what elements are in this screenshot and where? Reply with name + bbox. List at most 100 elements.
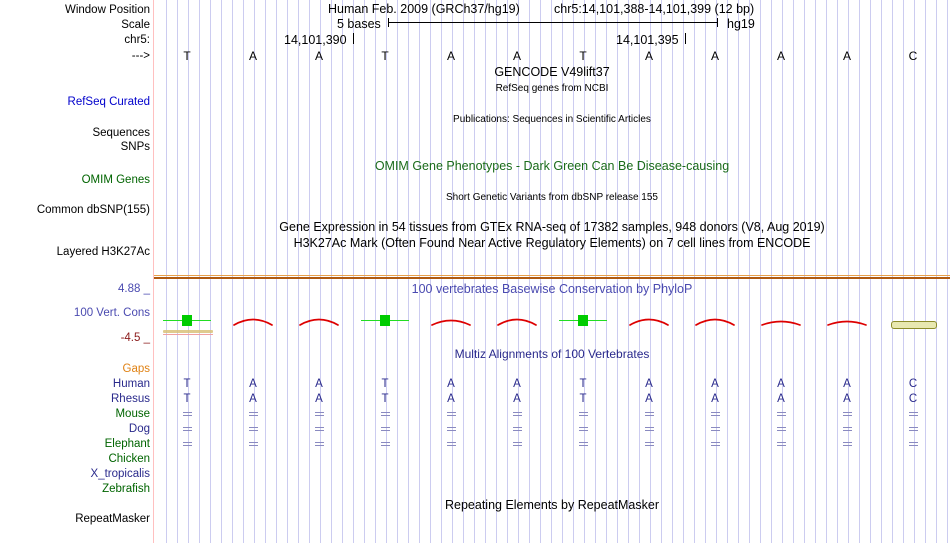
label-scale[interactable]: Scale xyxy=(121,19,150,31)
gridline xyxy=(694,0,695,543)
gridline xyxy=(848,0,849,543)
label-chicken[interactable]: Chicken xyxy=(108,453,150,465)
label-window-position[interactable]: Window Position xyxy=(64,4,150,16)
label-chrom[interactable]: chr5: xyxy=(124,34,150,46)
gridline xyxy=(925,0,926,543)
publications-track-title[interactable]: Publications: Sequences in Scientific Ar… xyxy=(453,114,651,125)
gridline xyxy=(166,0,167,543)
label-layered-h3k27ac[interactable]: Layered H3K27Ac xyxy=(56,246,150,258)
conservation-arc xyxy=(299,318,339,326)
multiz-gap-mark xyxy=(843,427,852,432)
scale-tick-right xyxy=(717,18,718,27)
ruler-base: A xyxy=(644,49,653,63)
label-rhesus[interactable]: Rhesus xyxy=(111,393,150,405)
gtex-track-title[interactable]: Gene Expression in 54 tissues from GTEx … xyxy=(279,220,825,234)
multiz-gap-mark xyxy=(777,442,786,447)
multiz-gap-mark xyxy=(183,442,192,447)
label-conservation-track[interactable]: 100 Vert. Cons xyxy=(73,307,150,319)
label-refseq-curated[interactable]: RefSeq Curated xyxy=(67,96,150,108)
multiz-gap-mark xyxy=(447,412,456,417)
gridline xyxy=(804,0,805,543)
label-gaps[interactable]: Gaps xyxy=(122,363,151,375)
multiz-base: A xyxy=(447,378,455,390)
conservation-olive-box[interactable] xyxy=(891,321,937,329)
multiz-gap-mark xyxy=(777,412,786,417)
repeatmasker-track-title[interactable]: Repeating Elements by RepeatMasker xyxy=(444,498,659,512)
multiz-gap-mark xyxy=(909,442,918,447)
multiz-base: T xyxy=(183,393,191,405)
coord-label-2: 14,101,395 xyxy=(616,33,679,47)
label-dog[interactable]: Dog xyxy=(128,423,150,435)
gridline xyxy=(650,0,651,543)
multiz-track-title[interactable]: Multiz Alignments of 100 Vertebrates xyxy=(454,347,650,361)
ruler-base: A xyxy=(512,49,521,63)
label-snps[interactable]: SNPs xyxy=(120,141,150,153)
gridline xyxy=(661,0,662,543)
h3k27ac-track-title[interactable]: H3K27Ac Mark (Often Found Near Active Re… xyxy=(293,236,811,250)
ruler-base: A xyxy=(710,49,719,63)
multiz-base: A xyxy=(249,393,257,405)
track-data-panel[interactable]: Human Feb. 2009 (GRCh37/hg19) chr5:14,10… xyxy=(154,0,950,543)
ruler-base: T xyxy=(381,49,389,63)
gridline xyxy=(815,0,816,543)
multiz-gap-mark xyxy=(843,442,852,447)
conservation-track[interactable] xyxy=(154,0,950,543)
multiz-gap-mark xyxy=(711,442,720,447)
ruler-base: C xyxy=(908,49,918,63)
position-text[interactable]: chr5:14,101,388-14,101,399 (12 bp) xyxy=(554,2,755,16)
gridline xyxy=(738,0,739,543)
multiz-gap-mark xyxy=(249,412,258,417)
gridline xyxy=(793,0,794,543)
gridline xyxy=(551,0,552,543)
multiz-base: A xyxy=(777,378,785,390)
label-sequences[interactable]: Sequences xyxy=(92,127,150,139)
label-repeatmasker[interactable]: RepeatMasker xyxy=(75,513,150,525)
refseq-track-title[interactable]: RefSeq genes from NCBI xyxy=(495,83,609,94)
snp-block[interactable] xyxy=(182,315,192,326)
gridline xyxy=(936,0,937,543)
ruler-base: A xyxy=(248,49,257,63)
multiz-gap-mark xyxy=(645,412,654,417)
snp-block[interactable] xyxy=(380,315,390,326)
multiz-base: C xyxy=(908,393,918,405)
coord-label-1: 14,101,390 xyxy=(284,33,347,47)
multiz-gap-mark xyxy=(381,427,390,432)
label-human[interactable]: Human xyxy=(112,378,150,390)
gridline xyxy=(771,0,772,543)
dbsnp-track-title[interactable]: Short Genetic Variants from dbSNP releas… xyxy=(446,192,658,203)
gridline xyxy=(188,0,189,543)
gridline xyxy=(353,0,354,543)
ruler-base: A xyxy=(314,49,323,63)
gridline xyxy=(584,0,585,543)
repeat-bar xyxy=(163,334,213,335)
multiz-base: T xyxy=(579,393,587,405)
gridline xyxy=(397,0,398,543)
gridline xyxy=(595,0,596,543)
multiz-gap-mark xyxy=(183,427,192,432)
multiz-gap-mark xyxy=(711,427,720,432)
multiz-gap-mark xyxy=(579,412,588,417)
gridline xyxy=(507,0,508,543)
label-omim-genes[interactable]: OMIM Genes xyxy=(81,174,150,186)
gencode-track-title[interactable]: GENCODE V49lift37 xyxy=(494,65,610,79)
omim-track-title[interactable]: OMIM Gene Phenotypes - Dark Green Can Be… xyxy=(374,159,730,173)
phylop-track-title[interactable]: 100 vertebrates Basewise Conservation by… xyxy=(411,282,693,296)
gridline xyxy=(364,0,365,543)
label-x-tropicalis[interactable]: X_tropicalis xyxy=(90,468,150,480)
snp-block[interactable] xyxy=(578,315,588,326)
label-strand-arrow[interactable]: ---> xyxy=(131,50,150,62)
label-elephant[interactable]: Elephant xyxy=(104,438,150,450)
gridline xyxy=(265,0,266,543)
multiz-base: A xyxy=(645,393,653,405)
ruler-base: A xyxy=(446,49,455,63)
conservation-divider-pale xyxy=(154,275,950,276)
label-common-dbsnp[interactable]: Common dbSNP(155) xyxy=(36,204,150,216)
label-mouse[interactable]: Mouse xyxy=(115,408,150,420)
track-label-gutter: Window Position Scale chr5: ---> RefSeq … xyxy=(0,0,152,543)
ruler-base: T xyxy=(183,49,191,63)
label-zebrafish[interactable]: Zebrafish xyxy=(102,483,150,495)
multiz-base: A xyxy=(843,378,851,390)
gridline xyxy=(386,0,387,543)
